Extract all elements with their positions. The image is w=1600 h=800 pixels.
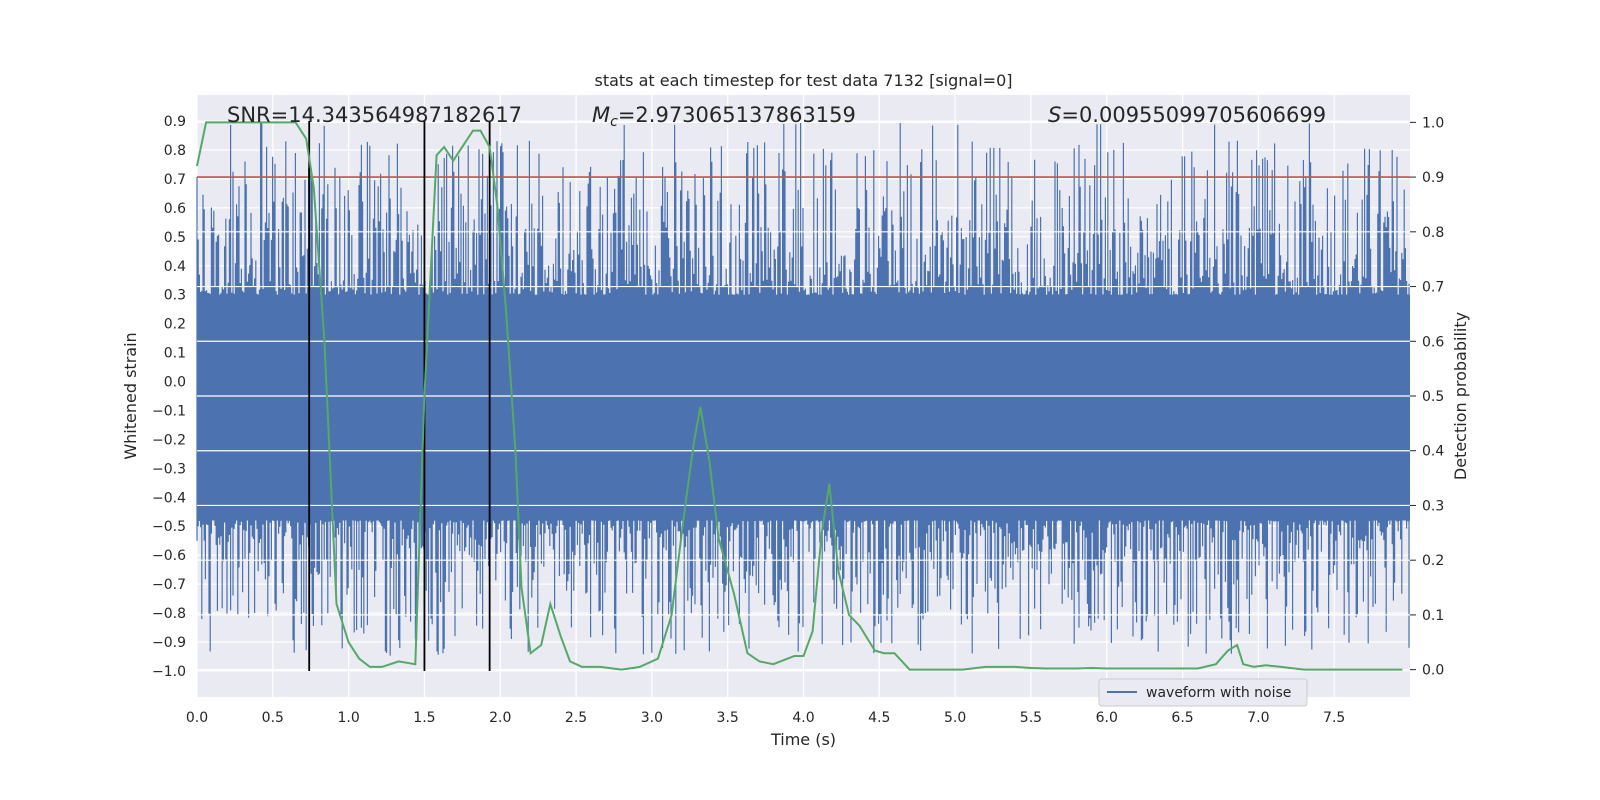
- x-tick-label: 4.0: [792, 710, 814, 726]
- y-tick-label: −1.0: [152, 664, 186, 680]
- y-tick-label: 0.7: [164, 172, 186, 188]
- x-tick-label: 6.5: [1171, 710, 1193, 726]
- probability-series: [196, 121, 1403, 671]
- y-tick-label: −0.9: [152, 635, 186, 651]
- waveform-series: [196, 121, 1410, 656]
- probability-line: [196, 121, 1403, 671]
- y-tick-label: −0.1: [152, 403, 186, 419]
- x-tick-label: 3.5: [717, 710, 739, 726]
- x-tick-label: 0.0: [186, 710, 208, 726]
- y-tick-label: −0.3: [152, 461, 186, 477]
- y2-tick-label: 1.0: [1422, 115, 1444, 131]
- y-tick-label: −0.6: [152, 548, 186, 564]
- waveform-line: [196, 121, 1410, 656]
- chirp-mass-symbol: M: [592, 103, 610, 127]
- y-tick-label: 0.1: [164, 346, 186, 362]
- y-tick-label: 0.6: [164, 201, 186, 217]
- s-symbol: S: [1048, 103, 1061, 127]
- y2-tick-label: 0.7: [1422, 280, 1444, 296]
- y-tick-label: 0.0: [164, 375, 186, 391]
- x-tick-label: 1.5: [413, 710, 435, 726]
- x-tick-label: 3.0: [641, 710, 663, 726]
- x-axis-label: Time (s): [770, 730, 836, 749]
- x-tick-label: 4.5: [868, 710, 890, 726]
- y-tick-label: 0.9: [164, 114, 186, 130]
- y2-tick-label: 0.6: [1422, 334, 1444, 350]
- y2-tick-label: 0.5: [1422, 389, 1444, 405]
- legend: waveform with noise: [1098, 678, 1308, 707]
- chirp-mass-subscript: c: [610, 114, 618, 130]
- y2-tick-label: 0.9: [1422, 170, 1444, 186]
- x-tick-label: 7.5: [1323, 710, 1345, 726]
- chirp-mass-annotation: Mc=2.973065137863159: [592, 103, 856, 130]
- y-tick-label: −0.8: [152, 606, 186, 622]
- y-tick-label: −0.7: [152, 577, 186, 593]
- y2-tick-label: 0.0: [1422, 663, 1444, 679]
- y-tick-label: 0.5: [164, 230, 186, 246]
- y-tick-label: 0.2: [164, 317, 186, 333]
- y2-tick-label: 0.2: [1422, 553, 1444, 569]
- y2-tick-label: 0.8: [1422, 225, 1444, 241]
- x-tick-label: 6.0: [1096, 710, 1118, 726]
- x-tick-label: 7.0: [1247, 710, 1269, 726]
- legend-entry-waveform: waveform with noise: [1146, 685, 1291, 701]
- x-tick-label: 5.5: [1020, 710, 1042, 726]
- y2-tick-label: 0.1: [1422, 608, 1444, 624]
- s-value: =0.00955099705606699: [1061, 103, 1326, 127]
- y2-axis-label: Detection probability: [1451, 312, 1470, 480]
- x-tick-label: 1.0: [337, 710, 359, 726]
- s-annotation: S=0.00955099705606699: [1048, 103, 1326, 127]
- y-tick-label: 0.8: [164, 143, 186, 159]
- x-tick-label: 2.0: [489, 710, 511, 726]
- legend-box: [1098, 678, 1308, 707]
- y-tick-label: −0.4: [152, 490, 186, 506]
- x-tick-label: 5.0: [944, 710, 966, 726]
- y-tick-label: 0.3: [164, 288, 186, 304]
- y-tick-label: −0.2: [152, 432, 186, 448]
- y-tick-label: −0.5: [152, 519, 186, 535]
- y-tick-label: 0.4: [164, 259, 186, 275]
- y2-tick-label: 0.4: [1422, 444, 1444, 460]
- tick-labels: 0.0 0.5 1.0 1.5 2.0 2.5 3.0 3.5 4.0 4.5 5.0 5.5 6.0 6…: [152, 114, 1444, 726]
- x-tick-label: 2.5: [565, 710, 587, 726]
- chart-title: stats at each timestep for test data 713…: [594, 71, 1012, 90]
- y-axis-label: Whitened strain: [121, 332, 140, 459]
- y2-tick-label: 0.3: [1422, 498, 1444, 514]
- x-tick-label: 0.5: [262, 710, 284, 726]
- chirp-mass-value: =2.973065137863159: [618, 103, 856, 127]
- snr-annotation: SNR=14.343564987182617: [227, 103, 522, 127]
